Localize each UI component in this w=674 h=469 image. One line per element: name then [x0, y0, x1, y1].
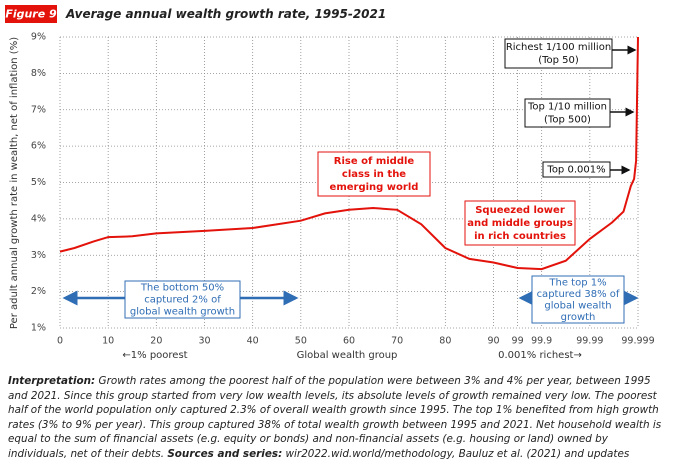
annotation-text: (Top 500)	[544, 115, 591, 126]
y-axis-label: Per adult annual growth rate in wealth, …	[9, 37, 20, 329]
annotation-text: Rise of middle	[334, 156, 415, 167]
sources-label: Sources and series:	[167, 447, 283, 460]
figure-label: Figure 9	[5, 8, 57, 21]
x-tick-label: 60	[343, 336, 355, 347]
y-tick-label: 5%	[31, 177, 46, 188]
annotation-text: class in the	[342, 169, 406, 180]
y-tick-label: 4%	[31, 213, 46, 224]
annotation-text: Top 1/10 million	[527, 102, 607, 113]
annotation-box	[124, 280, 241, 319]
x-tick-label: 99.9	[531, 336, 552, 347]
annotation-text: growth	[561, 312, 596, 323]
x-tick-label: 99	[512, 336, 524, 347]
annotation-text: The bottom 50%	[140, 283, 224, 294]
annotation-box	[504, 38, 613, 69]
annotation-text: Squeezed lower	[475, 205, 565, 216]
annotation-text: captured 38% of	[537, 289, 620, 300]
y-tick-label: 7%	[31, 104, 46, 115]
annotation-text: global wealth	[544, 300, 611, 311]
x-tick-label: 40	[247, 336, 259, 347]
x-tick-label: 50	[295, 336, 307, 347]
annotation-box	[542, 161, 611, 178]
x-tick-label: 99.99	[576, 336, 603, 347]
annotation-box	[524, 98, 611, 128]
annotation-box	[317, 151, 431, 197]
y-tick-label: 9%	[31, 32, 46, 43]
annotation-text: Top 0.001%	[546, 165, 605, 176]
annotation-text: emerging world	[330, 182, 419, 193]
annotation-text: The top 1%	[548, 277, 606, 288]
chart: Figure 9 Average annual wealth growth ra…	[5, 5, 655, 361]
x-tick-label: 80	[439, 336, 451, 347]
figure-badge	[5, 5, 57, 23]
data-line	[59, 36, 639, 271]
annotation-box	[464, 200, 576, 246]
y-tick-label: 3%	[31, 250, 46, 261]
annotation-text: (Top 50)	[538, 55, 579, 66]
x-left-label: ←1% poorest	[122, 350, 187, 361]
x-tick-label: 90	[487, 336, 499, 347]
x-tick-label: 70	[391, 336, 403, 347]
y-tick-label: 6%	[31, 141, 46, 152]
x-right-label: 0.001% richest→	[498, 350, 582, 361]
sources-text: wir2022.wid.world/methodology, Bauluz et…	[282, 447, 630, 460]
x-tick-label: 10	[102, 336, 114, 347]
annotation-text: captured 2% of	[144, 295, 221, 306]
x-tick-label: 20	[150, 336, 162, 347]
annotation-text: in rich countries	[474, 231, 566, 242]
note-text: Growth rates among the poorest half of t…	[8, 375, 662, 460]
annotation-text: global wealth growth	[130, 307, 235, 318]
x-tick-label: 99.999	[621, 336, 654, 347]
x-tick-label: 30	[198, 336, 210, 347]
note-label: Interpretation:	[8, 375, 96, 387]
y-tick-label: 8%	[31, 68, 46, 79]
annotation-text: Richest 1/100 million	[506, 42, 611, 53]
interpretation-note: Interpretation: Growth rates among the p…	[8, 374, 668, 461]
x-axis-label: Global wealth group	[297, 350, 398, 361]
y-tick-label: 1%	[31, 323, 46, 334]
chart-title: Average annual wealth growth rate, 1995-…	[65, 7, 386, 21]
x-tick-label: 0	[57, 336, 63, 347]
annotation-box	[531, 275, 625, 324]
y-tick-label: 2%	[31, 286, 46, 297]
annotation-text: and middle groups	[467, 218, 573, 229]
